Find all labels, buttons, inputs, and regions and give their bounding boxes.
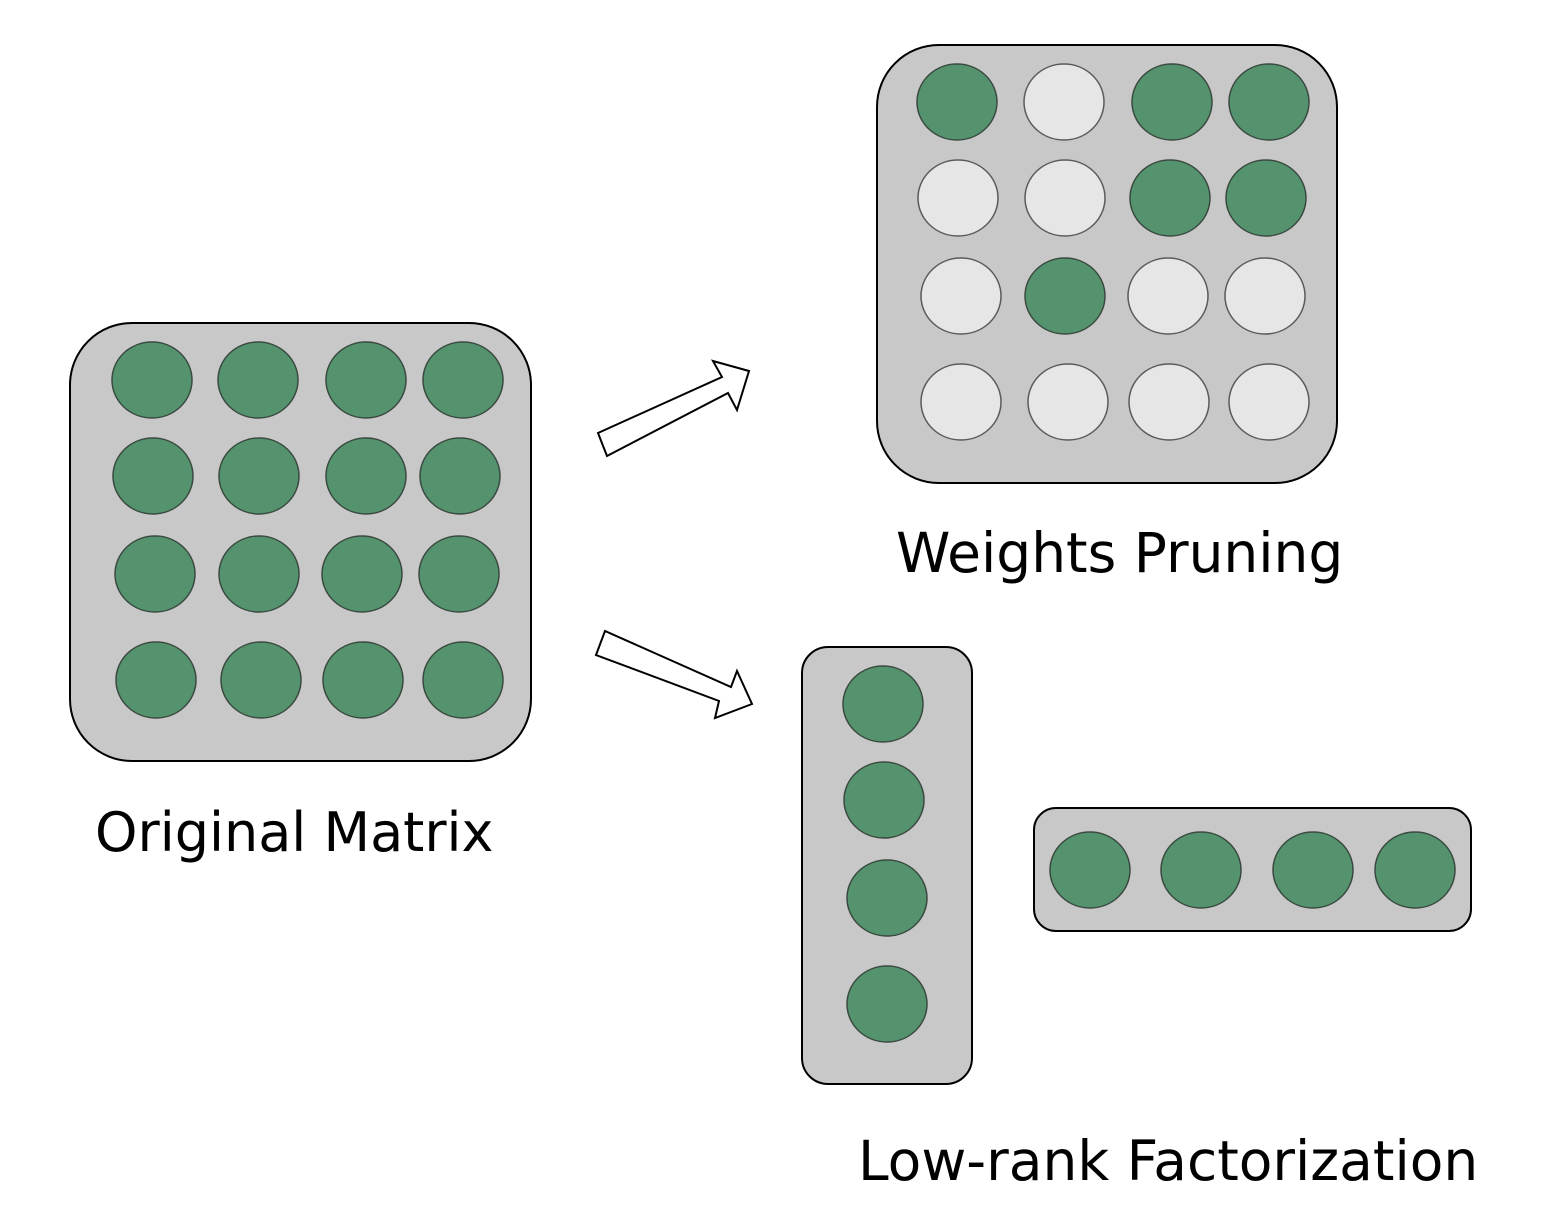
- column-vector-weight: [843, 761, 925, 839]
- column-vector-weight: [842, 665, 924, 743]
- lowrank-column-vector: [801, 646, 973, 1085]
- matrix-weight-cell: [325, 341, 407, 419]
- pruned-weight-cell: [1027, 363, 1109, 441]
- pruned-weight-cell: [1023, 63, 1105, 141]
- matrix-weight-cell: [418, 535, 500, 613]
- matrix-weight-cell: [218, 437, 300, 515]
- row-vector-weight: [1049, 831, 1131, 909]
- retained-weight-cell: [1024, 257, 1106, 335]
- matrix-weight-cell: [218, 535, 300, 613]
- matrix-weight-cell: [220, 641, 302, 719]
- pruned-matrix: [876, 44, 1338, 484]
- retained-weight-cell: [1129, 159, 1211, 237]
- arrow-to-lowrank-icon: [594, 629, 754, 720]
- retained-weight-cell: [1225, 159, 1307, 237]
- pruned-weight-cell: [920, 363, 1002, 441]
- pruned-matrix-cells: [916, 63, 1310, 441]
- matrix-weight-cell: [217, 341, 299, 419]
- retained-weight-cell: [1228, 63, 1310, 141]
- lowrank-row-vector: [1033, 807, 1472, 932]
- pruned-weight-cell: [917, 159, 999, 237]
- matrix-weight-cell: [422, 341, 504, 419]
- pruned-weight-cell: [1228, 363, 1310, 441]
- original-matrix: [69, 322, 532, 762]
- column-vector-weight: [846, 965, 928, 1043]
- original-matrix-panel: [69, 322, 532, 762]
- pruned-weight-cell: [1128, 363, 1210, 441]
- lowrank-factorization-label: Low-rank Factorization: [858, 1129, 1479, 1193]
- row-vector-panel: [1033, 807, 1472, 932]
- pruned-weight-cell: [1224, 257, 1306, 335]
- original-matrix-label: Original Matrix: [95, 801, 494, 864]
- matrix-weight-cell: [115, 641, 197, 719]
- row-vector-weight: [1160, 831, 1242, 909]
- matrix-weight-cell: [321, 535, 403, 613]
- matrix-weight-cell: [422, 641, 504, 719]
- arrow-to-pruning-icon: [596, 359, 751, 458]
- pruned-weight-cell: [920, 257, 1002, 335]
- column-vector-weight: [846, 859, 928, 937]
- pruned-weight-cell: [1127, 257, 1209, 335]
- matrix-weight-cell: [111, 341, 193, 419]
- matrix-weight-cell: [112, 437, 194, 515]
- pruned-matrix-panel: [876, 44, 1338, 484]
- matrix-weight-cell: [114, 535, 196, 613]
- retained-weight-cell: [1131, 63, 1213, 141]
- original-matrix-cells: [111, 341, 504, 719]
- row-vector-cells: [1049, 831, 1456, 909]
- matrix-weight-cell: [419, 437, 501, 515]
- retained-weight-cell: [916, 63, 998, 141]
- matrix-weight-cell: [322, 641, 404, 719]
- row-vector-weight: [1374, 831, 1456, 909]
- column-vector-cells: [842, 665, 928, 1043]
- pruned-weight-cell: [1024, 159, 1106, 237]
- row-vector-weight: [1272, 831, 1354, 909]
- weights-pruning-label: Weights Pruning: [896, 521, 1344, 585]
- matrix-weight-cell: [325, 437, 407, 515]
